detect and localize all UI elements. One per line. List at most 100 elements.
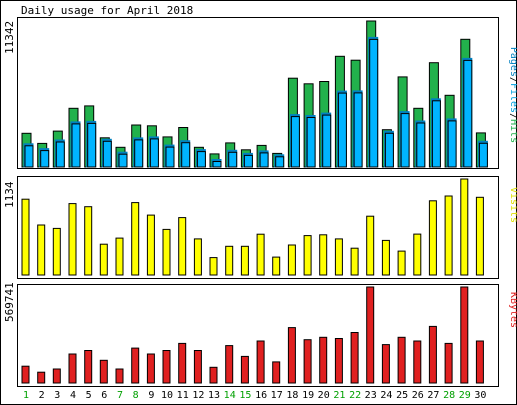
x-tick-label: 18 [286, 390, 298, 401]
kbytes-ymax-label: 569741 [3, 282, 16, 322]
visits-bar [303, 235, 312, 276]
kbytes-bar [68, 353, 77, 384]
files-bar [228, 151, 238, 168]
kbytes-bar [21, 365, 30, 384]
visits-bar [256, 233, 265, 276]
visits-bar [272, 256, 281, 276]
visits-bar [84, 206, 93, 276]
kbytes-bar [413, 340, 422, 384]
visits-bar [178, 217, 187, 276]
visits-panel-frame [17, 176, 499, 279]
x-tick-label: 27 [427, 390, 439, 401]
files-legend-label: Files [508, 83, 517, 113]
kbytes-bar [99, 359, 108, 384]
visits-bar [460, 178, 469, 276]
visits-bar [225, 245, 234, 276]
kbytes-bar [178, 342, 187, 384]
files-bar [322, 114, 332, 168]
files-bar [71, 123, 81, 168]
visits-bar [413, 233, 422, 276]
kbytes-bar [162, 350, 171, 384]
hits-panel-ylabel: Pages/Files/Hits [508, 47, 517, 143]
x-tick-label: 19 [302, 390, 314, 401]
x-tick-label: 22 [349, 390, 361, 401]
kbytes-bar [397, 336, 406, 384]
x-tick-label: 7 [117, 390, 123, 401]
visits-bar [115, 237, 124, 276]
x-tick-label: 3 [54, 390, 60, 401]
kbytes-panel-frame [17, 284, 499, 387]
files-bar [149, 138, 159, 168]
files-bar [87, 122, 97, 168]
files-bar [275, 156, 285, 168]
visits-bar [162, 228, 171, 276]
visits-bar [334, 238, 343, 276]
x-tick-label: 4 [70, 390, 76, 401]
kbytes-bar [475, 340, 484, 384]
visits-bar [131, 202, 140, 276]
files-bar [134, 139, 144, 168]
x-tick-label: 6 [101, 390, 107, 401]
files-bar [55, 141, 65, 168]
x-tick-label: 12 [192, 390, 204, 401]
x-tick-label: 17 [271, 390, 283, 401]
kbytes-bar [366, 286, 375, 384]
x-tick-label: 30 [474, 390, 486, 401]
kbytes-bar [146, 353, 155, 384]
kbytes-bar [52, 368, 61, 384]
files-bar [290, 116, 300, 168]
visits-bar [475, 196, 484, 276]
visits-bar [366, 215, 375, 276]
x-tick-label: 2 [39, 390, 45, 401]
x-tick-label: 15 [239, 390, 251, 401]
files-bar [243, 154, 253, 168]
x-tick-label: 26 [412, 390, 424, 401]
files-bar [24, 145, 34, 168]
kbytes-bar [350, 332, 359, 384]
visits-bar [444, 195, 453, 276]
x-tick-label: 29 [459, 390, 471, 401]
bars-layer [21, 20, 488, 384]
files-bar [400, 113, 410, 168]
visits-bar [193, 238, 202, 276]
visits-bar [37, 224, 46, 276]
files-bar [118, 153, 128, 168]
files-bar [353, 92, 363, 168]
x-tick-label: 16 [255, 390, 267, 401]
files-bar [384, 132, 394, 168]
x-tick-label: 8 [133, 390, 139, 401]
pages-legend-label: Pages [508, 47, 517, 77]
kbytes-bar [240, 355, 249, 384]
files-bar [478, 142, 488, 168]
visits-bar [146, 214, 155, 276]
files-bar [259, 152, 269, 168]
kbytes-bar [131, 347, 140, 384]
kbytes-bar [334, 338, 343, 384]
x-tick-label: 23 [365, 390, 377, 401]
files-bar [416, 122, 426, 168]
visits-bar [68, 203, 77, 276]
files-bar [431, 100, 441, 168]
visits-bar [319, 234, 328, 276]
kbytes-bar [428, 325, 437, 384]
kbytes-bar [209, 366, 218, 384]
kbytes-bar [37, 371, 46, 384]
kbytes-panel-ylabel: KBytes [508, 292, 517, 328]
visits-bar [287, 244, 296, 276]
x-tick-label: 21 [333, 390, 345, 401]
files-bar [447, 120, 457, 168]
kbytes-bar [303, 339, 312, 384]
visits-bar [350, 247, 359, 276]
x-tick-label: 28 [443, 390, 455, 401]
x-tick-label: 14 [224, 390, 236, 401]
files-bar [369, 38, 379, 168]
files-bar [181, 142, 191, 168]
kbytes-bar [256, 340, 265, 384]
visits-bar [209, 257, 218, 276]
files-bar [165, 146, 175, 168]
files-bar [337, 92, 347, 168]
x-tick-label: 10 [161, 390, 173, 401]
x-tick-label: 1 [23, 390, 29, 401]
kbytes-bar [225, 345, 234, 384]
legend-sep: / [508, 113, 517, 119]
